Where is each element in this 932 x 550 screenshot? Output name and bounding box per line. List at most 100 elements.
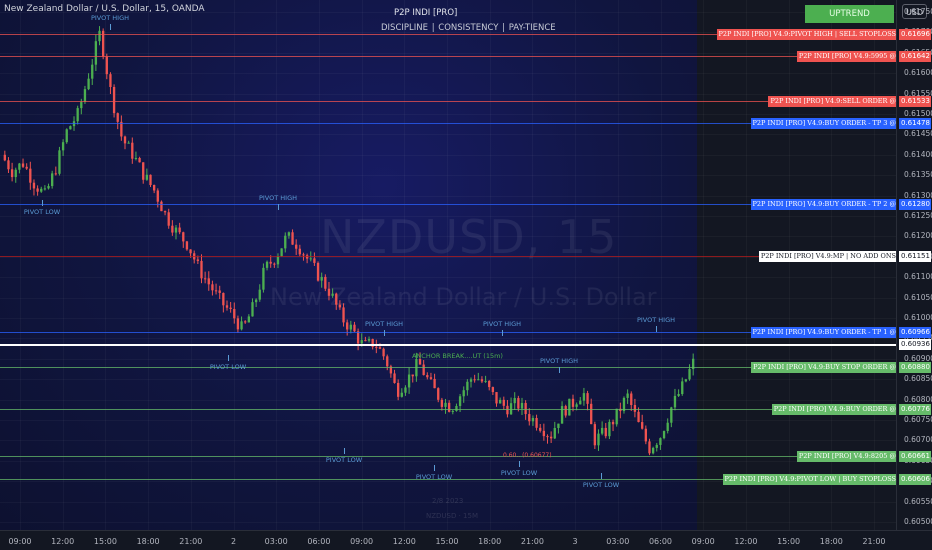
candle-body xyxy=(426,375,429,378)
candle-body xyxy=(477,379,480,381)
candle-body xyxy=(116,113,119,122)
uptrend-badge[interactable]: UPTREND xyxy=(805,5,894,23)
level-line xyxy=(0,34,896,35)
candle-body xyxy=(539,427,542,431)
candle-body xyxy=(203,278,207,280)
candle-body xyxy=(389,366,393,374)
candle-body xyxy=(473,379,476,381)
candle-body xyxy=(553,428,556,439)
pivot-high-label: PIVOT HIGH xyxy=(364,320,404,329)
price-tag: 0.60776 xyxy=(899,404,931,415)
time-tick-label: 03:00 xyxy=(264,537,288,546)
candle-body xyxy=(196,259,200,261)
candle-body xyxy=(458,396,462,406)
level-label: P2P INDI [PRO] V4.9:8205 @ xyxy=(796,451,898,462)
candle-body xyxy=(167,212,170,226)
candle-body xyxy=(131,142,134,159)
candle-body xyxy=(225,305,229,308)
candle-body xyxy=(54,173,57,175)
candle-body xyxy=(600,427,604,434)
candle-body xyxy=(353,324,356,332)
candle-body xyxy=(40,188,43,192)
time-tick-label: 21:00 xyxy=(520,537,544,546)
candle-body xyxy=(258,289,261,300)
plot-area[interactable]: NZDUSD, 15 New Zealand Dollar / U.S. Dol… xyxy=(0,0,896,530)
candle-body xyxy=(568,398,571,416)
candle-body xyxy=(7,160,10,170)
candlestick-series xyxy=(3,26,695,456)
candle-body xyxy=(575,404,578,407)
price-tag: 0.61696 xyxy=(899,29,931,40)
candle-body xyxy=(142,162,145,180)
candle-body xyxy=(488,380,491,388)
candle-body xyxy=(145,174,149,180)
candle-body xyxy=(127,142,130,144)
candle-body xyxy=(637,411,640,423)
candle-body xyxy=(291,232,294,245)
pivot-low-tick xyxy=(228,354,229,361)
candle-body xyxy=(378,347,382,349)
time-tick-label: 06:00 xyxy=(307,537,331,546)
symbol-title[interactable]: New Zealand Dollar / U.S. Dollar, 15, OA… xyxy=(4,4,205,14)
currency-button[interactable]: USD xyxy=(902,4,927,19)
candle-body xyxy=(58,150,61,174)
candle-body xyxy=(590,403,593,425)
price-tag: 0.61280 xyxy=(899,199,931,210)
candle-body xyxy=(382,348,385,357)
candle-body xyxy=(466,381,469,391)
time-axis[interactable] xyxy=(0,530,932,550)
candle-body xyxy=(509,403,513,415)
candle-body xyxy=(214,290,218,292)
candle-body xyxy=(244,321,247,323)
candle-body xyxy=(47,186,50,189)
level-label: P2P INDI [PRO] V4.9:SELL ORDER @ xyxy=(768,96,898,107)
price-axis[interactable] xyxy=(896,0,932,530)
candle-body xyxy=(356,331,360,344)
level-line xyxy=(0,332,896,333)
time-tick-label: 21:00 xyxy=(179,537,203,546)
candle-body xyxy=(484,380,487,382)
pivot-high-label: PIVOT HIGH xyxy=(482,320,522,329)
candle-body xyxy=(684,379,688,382)
candle-body xyxy=(101,30,105,57)
pivot-high-label: PIVOT HIGH xyxy=(636,316,676,325)
time-tick-label: 2 xyxy=(230,537,237,546)
candle-body xyxy=(331,293,334,296)
candle-body xyxy=(626,393,629,398)
candle-body xyxy=(309,258,312,260)
candle-body xyxy=(3,154,6,161)
candle-body xyxy=(593,424,597,446)
time-tick-label: 06:00 xyxy=(648,537,673,546)
candle-body xyxy=(61,142,65,151)
candle-body xyxy=(407,374,411,388)
price-tick-label: 0.61750 xyxy=(904,7,932,16)
price-tick-label: 0.61300 xyxy=(904,190,932,200)
time-tick-label: 3 xyxy=(572,537,578,546)
candle-body xyxy=(349,324,352,330)
candle-body xyxy=(611,421,615,425)
price-tick-label: 0.61500 xyxy=(904,109,932,118)
candle-body xyxy=(302,254,305,256)
level-line xyxy=(0,479,896,480)
candle-body xyxy=(171,225,174,233)
candle-body xyxy=(211,284,214,291)
candle-body xyxy=(338,304,342,308)
pivot-high-tick xyxy=(656,326,657,333)
candle-body xyxy=(655,444,658,448)
candle-body xyxy=(36,188,39,192)
candle-body xyxy=(327,288,331,296)
candle-body xyxy=(524,402,527,415)
pivot-high-tick xyxy=(278,204,279,210)
candle-body xyxy=(265,261,269,268)
candle-body xyxy=(112,86,116,114)
time-tick-label: 12:00 xyxy=(392,537,416,546)
price-tick-label: 0.60500 xyxy=(904,517,932,526)
candle-body xyxy=(440,399,444,407)
candle-body xyxy=(360,340,363,344)
candle-body xyxy=(91,64,94,79)
level-label: P2P INDI [PRO] V4.9:BUY ORDER - TP 1 @ xyxy=(750,327,898,338)
level-line xyxy=(0,204,896,205)
candle-body xyxy=(662,431,666,439)
symbol-watermark: NZDUSD, 15 xyxy=(320,210,618,264)
